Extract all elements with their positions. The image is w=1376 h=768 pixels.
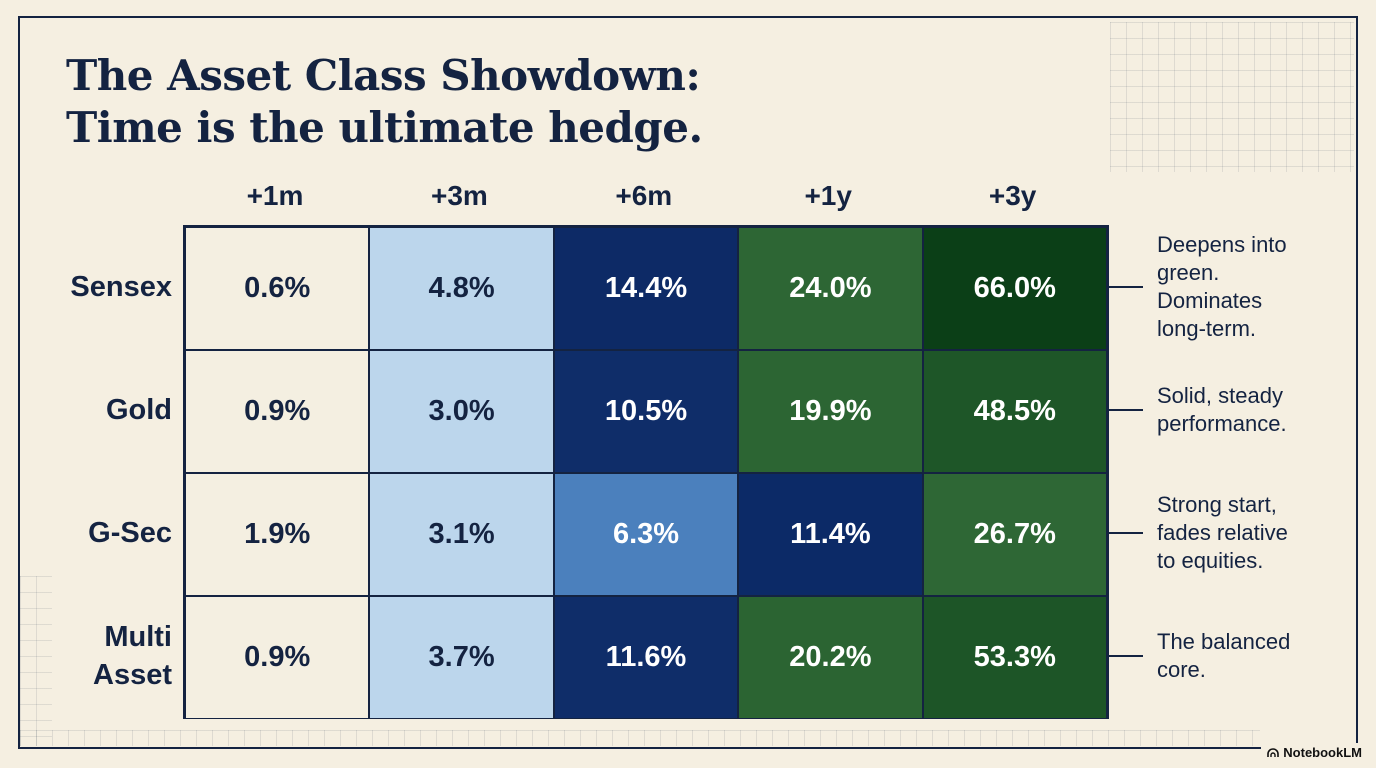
cell-value: 14.4% [604, 272, 688, 304]
cell-value: 1.9% [244, 518, 311, 550]
cell-value: 0.9% [244, 641, 311, 673]
heatmap-cell: 0.6% [185, 227, 370, 350]
title-line-2: Time is the ultimate hedge. [66, 103, 703, 152]
row-label-word: Gold [105, 393, 172, 426]
slide-frame [18, 16, 1358, 749]
annotation-connector [1109, 408, 1143, 411]
annotation-line: Dominates [1157, 287, 1263, 313]
annotation-connector [1109, 285, 1143, 288]
heatmap-cell: 3.0% [369, 350, 554, 473]
cell-value: 11.4% [790, 518, 871, 550]
heatmap-cell: 48.5% [922, 350, 1107, 473]
cell-value: 10.5% [604, 395, 688, 427]
heatmap-cell: 19.9% [738, 350, 923, 473]
column-header-plus-3y: +3y [988, 180, 1037, 211]
row-label-word: Multi [104, 620, 172, 653]
cell-value: 53.3% [973, 641, 1056, 673]
annotation-connector [1109, 531, 1143, 534]
row-label-gold: Gold [30, 391, 172, 429]
slide-title: The Asset Class Showdown: Time is the ul… [66, 50, 703, 154]
annotation-line: performance. [1157, 410, 1287, 436]
cell-value: 0.9% [244, 395, 311, 427]
row-label-g-sec: G-Sec [30, 514, 172, 552]
column-header-plus-3m: +3m [430, 180, 488, 211]
cell-value: 6.3% [612, 518, 680, 550]
cell-value: 66.0% [973, 272, 1056, 304]
heatmap-cell: 6.3% [553, 473, 739, 596]
heatmap-cell: 26.7% [922, 473, 1107, 596]
cell-value: 3.0% [428, 395, 495, 427]
cell-value: 3.1% [428, 518, 495, 550]
heatmap-cell: 11.6% [553, 596, 739, 719]
title-line-1: The Asset Class Showdown: [66, 51, 701, 100]
heatmap-cell: 1.9% [185, 473, 370, 596]
notebooklm-icon [1267, 747, 1280, 757]
row-annotation: Deepens into green. Dominates long-term. [1157, 231, 1347, 343]
annotation-line: Strong start, [1157, 491, 1277, 517]
cell-value: 0.6% [244, 272, 311, 304]
heatmap-cell: 10.5% [553, 350, 739, 473]
heatmap-cell: 4.8% [369, 227, 554, 350]
cell-value: 4.8% [428, 272, 495, 304]
heatmap-cell: 11.4% [738, 473, 923, 596]
heatmap-cell: 14.4% [553, 227, 739, 350]
row-label-word: Sensex [70, 270, 172, 303]
heatmap-grid: 0.6% 4.8% 14.4% 24.0% 66.0% 0.9% 3.0% 10.5% 19.9… [183, 225, 1109, 719]
grid-decoration-bottom-left [20, 576, 52, 746]
row-annotation: Solid, steady performance. [1157, 382, 1347, 438]
column-header-plus-1y: +1y [804, 180, 852, 211]
heatmap-cell: 0.9% [185, 350, 370, 473]
heatmap-cell: 24.0% [738, 227, 923, 350]
grid-decoration-top-right [1110, 22, 1354, 172]
row-label-word: Asset [93, 658, 172, 691]
cell-value: 19.9% [789, 395, 872, 427]
annotation-line: fades relative [1157, 519, 1288, 545]
heatmap-cell: 3.7% [369, 596, 554, 719]
column-header-plus-1m: +1m [246, 180, 304, 211]
annotation-line: The balanced [1157, 628, 1291, 654]
cell-value: 20.2% [789, 641, 872, 673]
annotation-line: to equities. [1157, 547, 1264, 573]
cell-value: 24.0% [789, 272, 872, 304]
brand-label: NotebookLM [1283, 745, 1362, 760]
row-label-multi-asset: Multi Asset [30, 618, 172, 694]
annotation-line: Solid, steady [1157, 382, 1283, 408]
annotation-line: green. [1157, 259, 1220, 285]
heatmap-cell: 53.3% [922, 596, 1107, 719]
annotation-line: core. [1157, 656, 1206, 682]
row-annotation: The balanced core. [1157, 628, 1347, 684]
heatmap-cell: 3.1% [369, 473, 554, 596]
cell-value: 26.7% [973, 518, 1056, 550]
annotation-line: Deepens into [1157, 231, 1287, 257]
annotation-line: long-term. [1157, 315, 1257, 341]
row-annotation: Strong start, fades relative to equities. [1157, 491, 1347, 575]
cell-value: 48.5% [973, 395, 1056, 427]
heatmap-cell: 0.9% [185, 596, 370, 719]
annotation-connector [1109, 654, 1143, 657]
cell-value: 11.6% [605, 641, 687, 673]
heatmap-cell: 66.0% [922, 227, 1107, 350]
column-header-plus-6m: +6m [615, 180, 673, 211]
grid-decoration-bottom [20, 730, 1260, 746]
cell-value: 3.7% [428, 641, 495, 673]
row-label-word: G-Sec [88, 516, 172, 549]
row-label-sensex: Sensex [30, 268, 172, 306]
notebooklm-badge: NotebookLM [1261, 743, 1368, 762]
heatmap-cell: 20.2% [738, 596, 923, 719]
